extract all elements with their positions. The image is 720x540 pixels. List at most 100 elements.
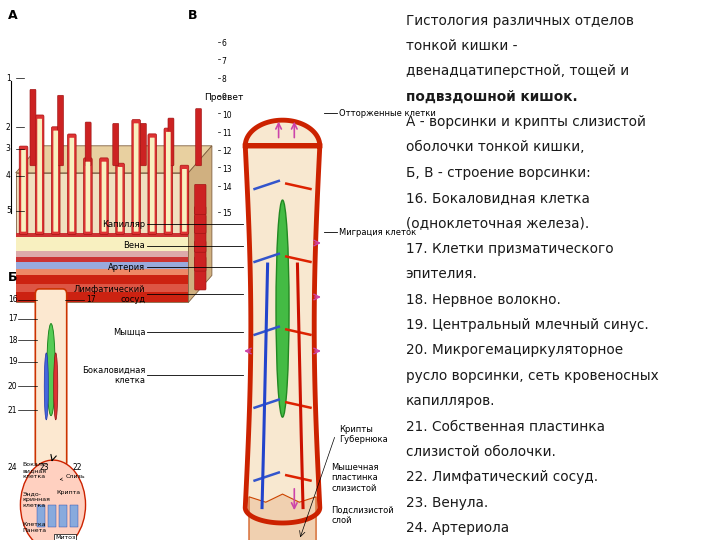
Circle shape: [20, 460, 86, 540]
Text: 13: 13: [222, 165, 231, 174]
Polygon shape: [59, 505, 67, 527]
Polygon shape: [16, 233, 189, 237]
Text: двенадцатиперстной, тощей и: двенадцатиперстной, тощей и: [405, 64, 629, 78]
Ellipse shape: [54, 353, 58, 420]
Text: Подслизистой
слой: Подслизистой слой: [332, 506, 395, 525]
Text: 6: 6: [222, 39, 227, 48]
Text: (одноклеточная железа).: (одноклеточная железа).: [405, 217, 589, 231]
Text: 20. Микрогемациркуляторное: 20. Микрогемациркуляторное: [405, 343, 623, 357]
FancyBboxPatch shape: [150, 138, 155, 232]
Text: русло ворсинки, сеть кровеносных: русло ворсинки, сеть кровеносных: [405, 369, 658, 383]
Text: 5: 5: [6, 206, 11, 215]
Text: Бокало-
видная
клетка: Бокало- видная клетка: [22, 462, 48, 479]
Text: В: В: [189, 9, 198, 22]
FancyBboxPatch shape: [21, 150, 26, 232]
Text: 22. Лимфатический сосуд.: 22. Лимфатический сосуд.: [405, 470, 598, 484]
Polygon shape: [16, 173, 189, 302]
Text: 18. Нервное волокно.: 18. Нервное волокно.: [405, 293, 560, 307]
Text: тонкой кишки -: тонкой кишки -: [405, 39, 517, 53]
FancyBboxPatch shape: [194, 184, 206, 214]
FancyBboxPatch shape: [194, 206, 206, 233]
Text: 1: 1: [6, 74, 11, 83]
Polygon shape: [16, 251, 189, 257]
Text: Эндо-
кринная
клетка: Эндо- кринная клетка: [22, 491, 50, 508]
Text: 17. Клетки призматического: 17. Клетки призматического: [405, 242, 613, 256]
Text: Б: Б: [8, 271, 17, 284]
FancyBboxPatch shape: [182, 169, 186, 232]
Text: Б, В - строение ворсинки:: Б, В - строение ворсинки:: [405, 166, 590, 180]
Ellipse shape: [276, 200, 289, 417]
Text: 21. Собственная пластинка: 21. Собственная пластинка: [405, 420, 605, 434]
Polygon shape: [249, 494, 316, 540]
Polygon shape: [16, 275, 189, 284]
FancyBboxPatch shape: [51, 127, 60, 234]
Text: 10: 10: [222, 111, 231, 120]
Polygon shape: [16, 257, 189, 262]
FancyBboxPatch shape: [37, 119, 42, 232]
Text: Вена: Вена: [123, 241, 145, 250]
FancyBboxPatch shape: [194, 257, 206, 290]
Text: 16: 16: [8, 295, 17, 305]
Text: 19: 19: [8, 357, 17, 367]
Polygon shape: [16, 146, 212, 173]
Text: Крипты
Губернюка: Крипты Губернюка: [339, 425, 388, 444]
Text: 7: 7: [222, 57, 227, 66]
FancyBboxPatch shape: [35, 115, 44, 234]
FancyBboxPatch shape: [19, 146, 28, 234]
Text: Лимфатический
сосуд: Лимфатический сосуд: [73, 285, 145, 304]
Text: 20: 20: [8, 382, 17, 391]
Text: 9: 9: [222, 93, 227, 102]
Polygon shape: [16, 269, 189, 275]
FancyBboxPatch shape: [35, 289, 67, 467]
FancyBboxPatch shape: [117, 167, 122, 232]
Polygon shape: [16, 292, 189, 302]
FancyBboxPatch shape: [69, 138, 74, 232]
Text: 24. Артериола: 24. Артериола: [405, 521, 508, 535]
Text: эпителия.: эпителия.: [405, 267, 477, 281]
Text: Митоз: Митоз: [55, 535, 76, 539]
Text: 16. Бокаловидная клетка: 16. Бокаловидная клетка: [405, 191, 590, 205]
FancyBboxPatch shape: [194, 215, 206, 252]
FancyBboxPatch shape: [53, 131, 58, 232]
Ellipse shape: [47, 323, 55, 416]
Text: капилляров.: капилляров.: [405, 394, 495, 408]
FancyBboxPatch shape: [113, 123, 119, 166]
FancyBboxPatch shape: [148, 134, 156, 234]
FancyBboxPatch shape: [58, 95, 63, 166]
Text: Просвет: Просвет: [204, 93, 243, 102]
Polygon shape: [48, 505, 56, 527]
Text: А: А: [8, 9, 17, 22]
Text: 21: 21: [8, 406, 17, 415]
Polygon shape: [37, 505, 45, 527]
Text: подвздошной кишок.: подвздошной кишок.: [405, 90, 577, 104]
FancyBboxPatch shape: [164, 128, 173, 234]
Text: 17: 17: [86, 295, 96, 305]
Text: Слизь: Слизь: [60, 474, 86, 481]
Text: 15: 15: [222, 209, 231, 218]
Text: 23. Венула.: 23. Венула.: [405, 496, 487, 510]
Text: 22: 22: [73, 463, 82, 472]
Text: 11: 11: [222, 129, 231, 138]
FancyBboxPatch shape: [132, 119, 140, 234]
Text: 18: 18: [8, 336, 17, 345]
Text: 23: 23: [40, 463, 49, 472]
FancyBboxPatch shape: [140, 123, 146, 166]
Text: Отторженные клетки: Отторженные клетки: [339, 109, 436, 118]
FancyBboxPatch shape: [99, 158, 108, 234]
FancyBboxPatch shape: [86, 161, 90, 232]
Text: слизистой оболочки.: слизистой оболочки.: [405, 445, 555, 459]
Text: 17: 17: [8, 314, 17, 323]
Text: 3: 3: [6, 144, 11, 153]
Text: оболочки тонкой кишки,: оболочки тонкой кишки,: [405, 140, 584, 154]
Text: Миграция клеток: Миграция клеток: [339, 228, 417, 237]
Text: 2: 2: [6, 123, 11, 132]
FancyBboxPatch shape: [196, 109, 202, 166]
FancyBboxPatch shape: [85, 122, 91, 166]
FancyBboxPatch shape: [30, 89, 36, 166]
Polygon shape: [16, 284, 189, 292]
FancyBboxPatch shape: [168, 118, 174, 166]
Text: Гистология различных отделов: Гистология различных отделов: [405, 14, 634, 28]
FancyBboxPatch shape: [84, 158, 92, 234]
FancyBboxPatch shape: [102, 161, 107, 232]
Polygon shape: [246, 120, 320, 523]
